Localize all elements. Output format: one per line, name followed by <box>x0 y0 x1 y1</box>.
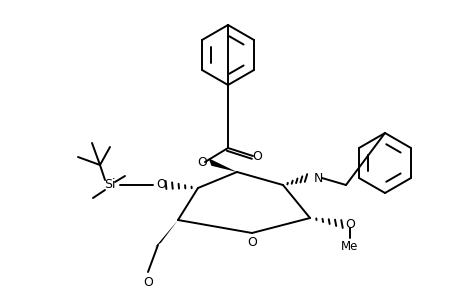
Text: N: N <box>313 172 323 184</box>
Polygon shape <box>155 220 178 248</box>
Text: Si: Si <box>104 178 116 191</box>
Text: O: O <box>246 236 257 250</box>
Text: O: O <box>196 155 207 169</box>
Text: O: O <box>344 218 354 230</box>
Text: O: O <box>156 178 166 191</box>
Text: O: O <box>143 275 152 289</box>
Text: O: O <box>252 149 261 163</box>
Polygon shape <box>208 158 236 172</box>
Text: Me: Me <box>341 239 358 253</box>
